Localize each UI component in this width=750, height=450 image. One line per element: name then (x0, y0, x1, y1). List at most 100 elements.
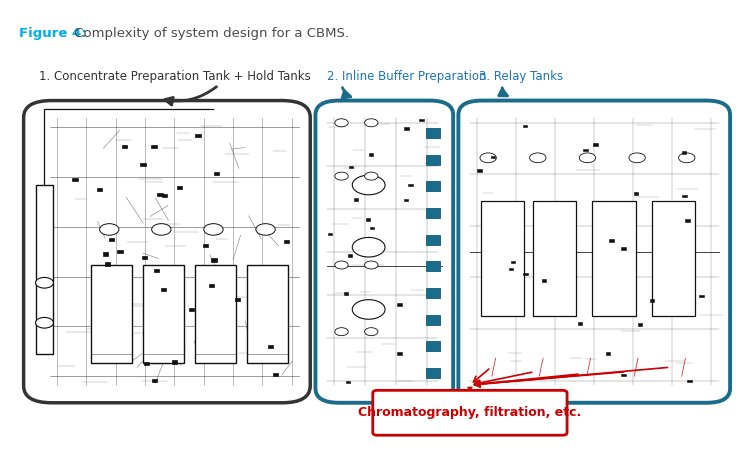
Bar (346, 381, 350, 383)
Bar (481, 201, 524, 316)
Bar (409, 184, 413, 186)
Bar (524, 273, 528, 275)
Bar (699, 295, 703, 297)
Bar (354, 198, 358, 201)
Bar (347, 254, 352, 256)
Bar (203, 244, 208, 248)
Bar (542, 279, 546, 282)
Bar (578, 322, 582, 325)
Bar (426, 288, 439, 298)
Circle shape (352, 300, 385, 319)
Bar (426, 235, 439, 244)
Circle shape (334, 119, 348, 127)
Bar (177, 185, 182, 189)
Bar (195, 265, 236, 363)
Circle shape (364, 261, 378, 269)
Bar (209, 284, 214, 287)
Bar (426, 315, 439, 324)
Text: Figure 4:: Figure 4: (20, 27, 87, 40)
Bar (211, 258, 217, 261)
Bar (404, 199, 408, 202)
Bar (140, 163, 146, 166)
FancyBboxPatch shape (23, 100, 310, 403)
Bar (247, 265, 288, 363)
Bar (426, 368, 439, 378)
Circle shape (364, 328, 378, 336)
Circle shape (352, 175, 385, 195)
Text: Complexity of system design for a CBMS.: Complexity of system design for a CBMS. (70, 27, 349, 40)
Bar (593, 143, 598, 146)
Circle shape (679, 153, 695, 163)
Circle shape (334, 261, 348, 269)
Bar (606, 352, 610, 355)
Bar (154, 269, 159, 272)
Bar (490, 156, 495, 158)
Bar (214, 172, 219, 175)
Bar (344, 292, 348, 295)
Bar (592, 201, 635, 316)
Bar (687, 380, 692, 382)
Circle shape (334, 328, 348, 336)
Bar (426, 342, 439, 351)
Bar (189, 308, 194, 311)
Circle shape (35, 317, 53, 328)
Circle shape (256, 224, 275, 235)
Bar (426, 155, 439, 165)
Bar (426, 128, 439, 138)
Bar (686, 220, 690, 222)
Text: 3. Relay Tanks: 3. Relay Tanks (479, 70, 563, 83)
Text: Chromatography, filtration, etc.: Chromatography, filtration, etc. (358, 406, 581, 419)
Bar (160, 288, 166, 291)
Bar (103, 252, 108, 256)
Bar (195, 134, 200, 137)
Circle shape (364, 119, 378, 127)
Bar (268, 345, 273, 348)
Bar (284, 240, 289, 243)
Bar (634, 192, 638, 194)
Bar (638, 323, 642, 326)
FancyBboxPatch shape (316, 100, 453, 403)
Bar (172, 360, 177, 364)
Bar (97, 188, 102, 191)
Bar (523, 125, 527, 127)
Bar (584, 148, 588, 151)
Bar (273, 373, 278, 376)
Circle shape (480, 153, 496, 163)
Bar (73, 178, 77, 181)
Circle shape (100, 224, 119, 235)
Circle shape (35, 278, 53, 288)
Bar (235, 298, 240, 301)
Circle shape (352, 238, 385, 257)
Bar (162, 194, 167, 197)
Bar (328, 233, 332, 235)
Circle shape (364, 172, 378, 180)
Circle shape (204, 224, 224, 235)
Bar (158, 193, 163, 196)
Bar (369, 153, 374, 156)
Bar (682, 194, 686, 197)
Bar (682, 152, 686, 154)
Bar (91, 265, 131, 363)
Bar (621, 374, 626, 376)
Circle shape (152, 224, 171, 235)
Bar (622, 247, 626, 250)
Bar (426, 208, 439, 218)
Bar (511, 261, 515, 263)
Bar (365, 218, 370, 221)
Bar (426, 261, 439, 271)
Bar (426, 181, 439, 191)
Bar (152, 378, 157, 382)
Bar (609, 239, 613, 242)
Bar (509, 268, 513, 270)
Bar (398, 352, 402, 355)
Bar (404, 127, 409, 130)
Bar (477, 169, 482, 172)
FancyBboxPatch shape (458, 100, 730, 403)
Circle shape (530, 153, 546, 163)
Bar (398, 303, 401, 306)
FancyBboxPatch shape (373, 390, 567, 435)
Bar (370, 226, 374, 229)
Bar (142, 265, 184, 363)
Text: 2. Inline Buffer Preparation: 2. Inline Buffer Preparation (326, 70, 486, 83)
Bar (144, 362, 149, 365)
